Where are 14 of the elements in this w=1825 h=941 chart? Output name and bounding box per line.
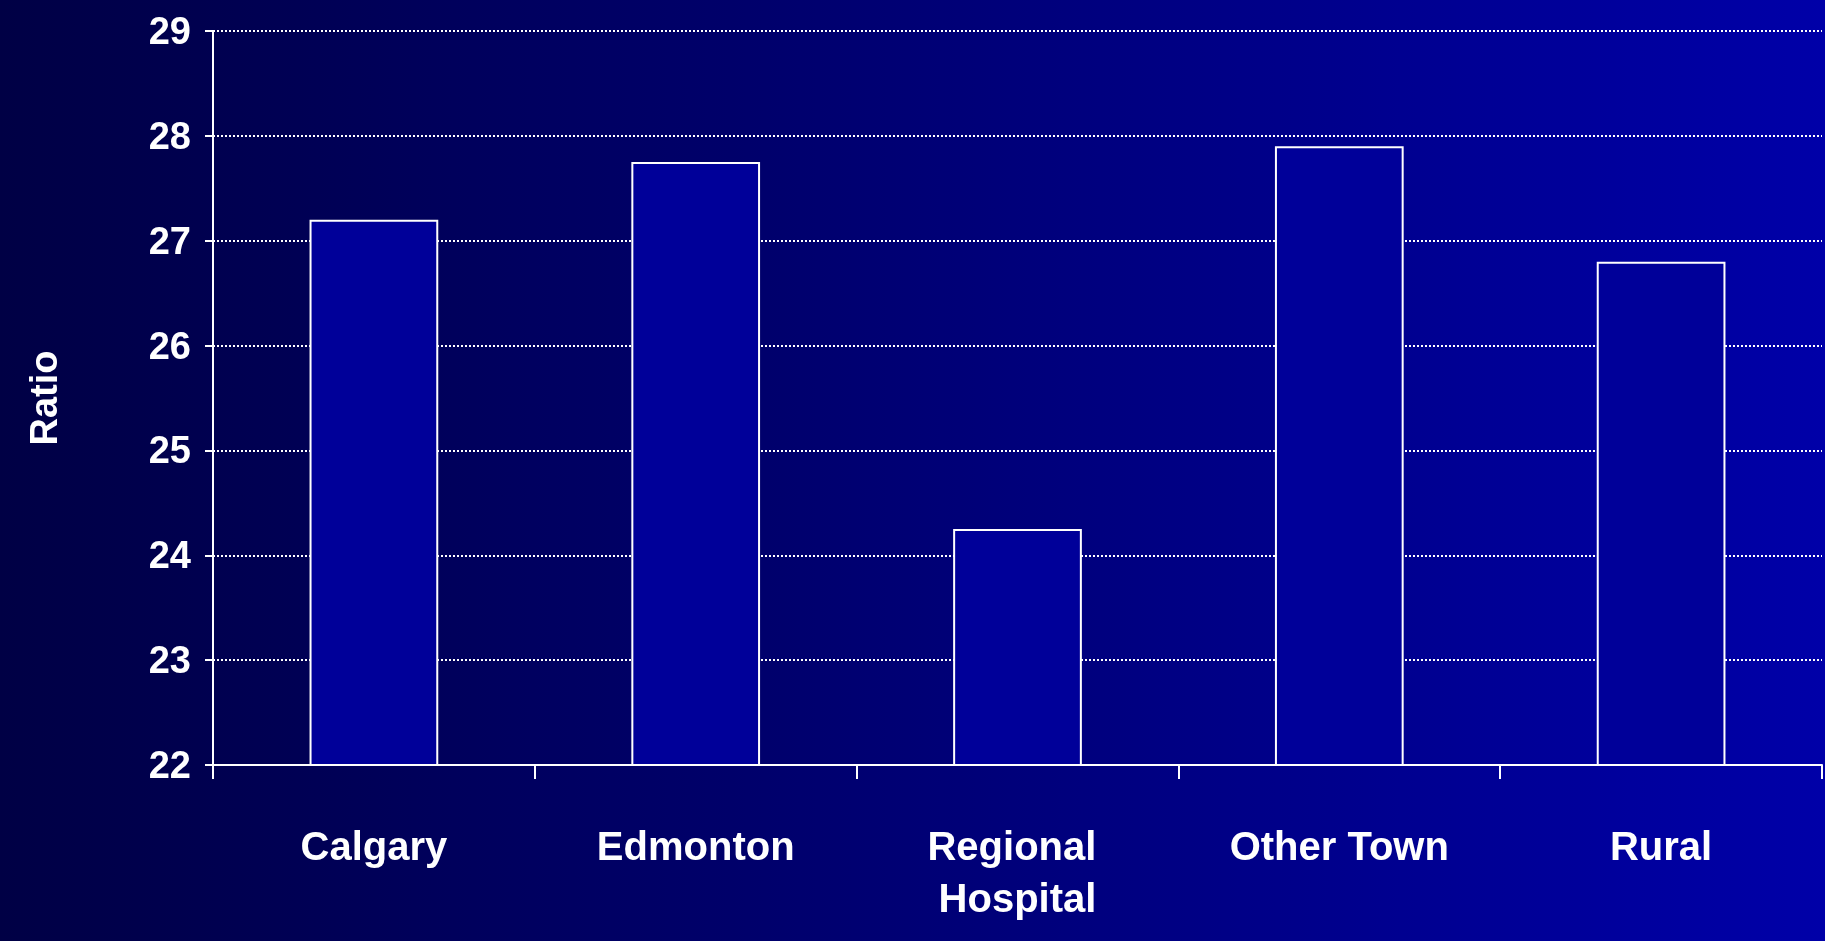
y-tick-label: 27 — [148, 219, 191, 262]
x-tick-label: Calgary — [300, 824, 449, 868]
x-tick-label: Rural — [1609, 824, 1713, 868]
y-tick-label: 23 — [148, 639, 191, 682]
y-tick-label: 22 — [148, 744, 191, 786]
y-tick-label: 24 — [148, 534, 191, 577]
y-tick-label: 28 — [148, 114, 191, 157]
x-tick-label: Other Town — [1229, 824, 1449, 868]
x-tick-label: Regional Hospital — [927, 824, 1108, 920]
x-tick-label: Edmonton — [596, 824, 795, 868]
y-tick-label: 26 — [148, 324, 191, 367]
y-tick-label: 25 — [148, 429, 191, 472]
y-tick-label: 29 — [148, 10, 191, 52]
y-axis-title: Ratio — [23, 350, 65, 446]
